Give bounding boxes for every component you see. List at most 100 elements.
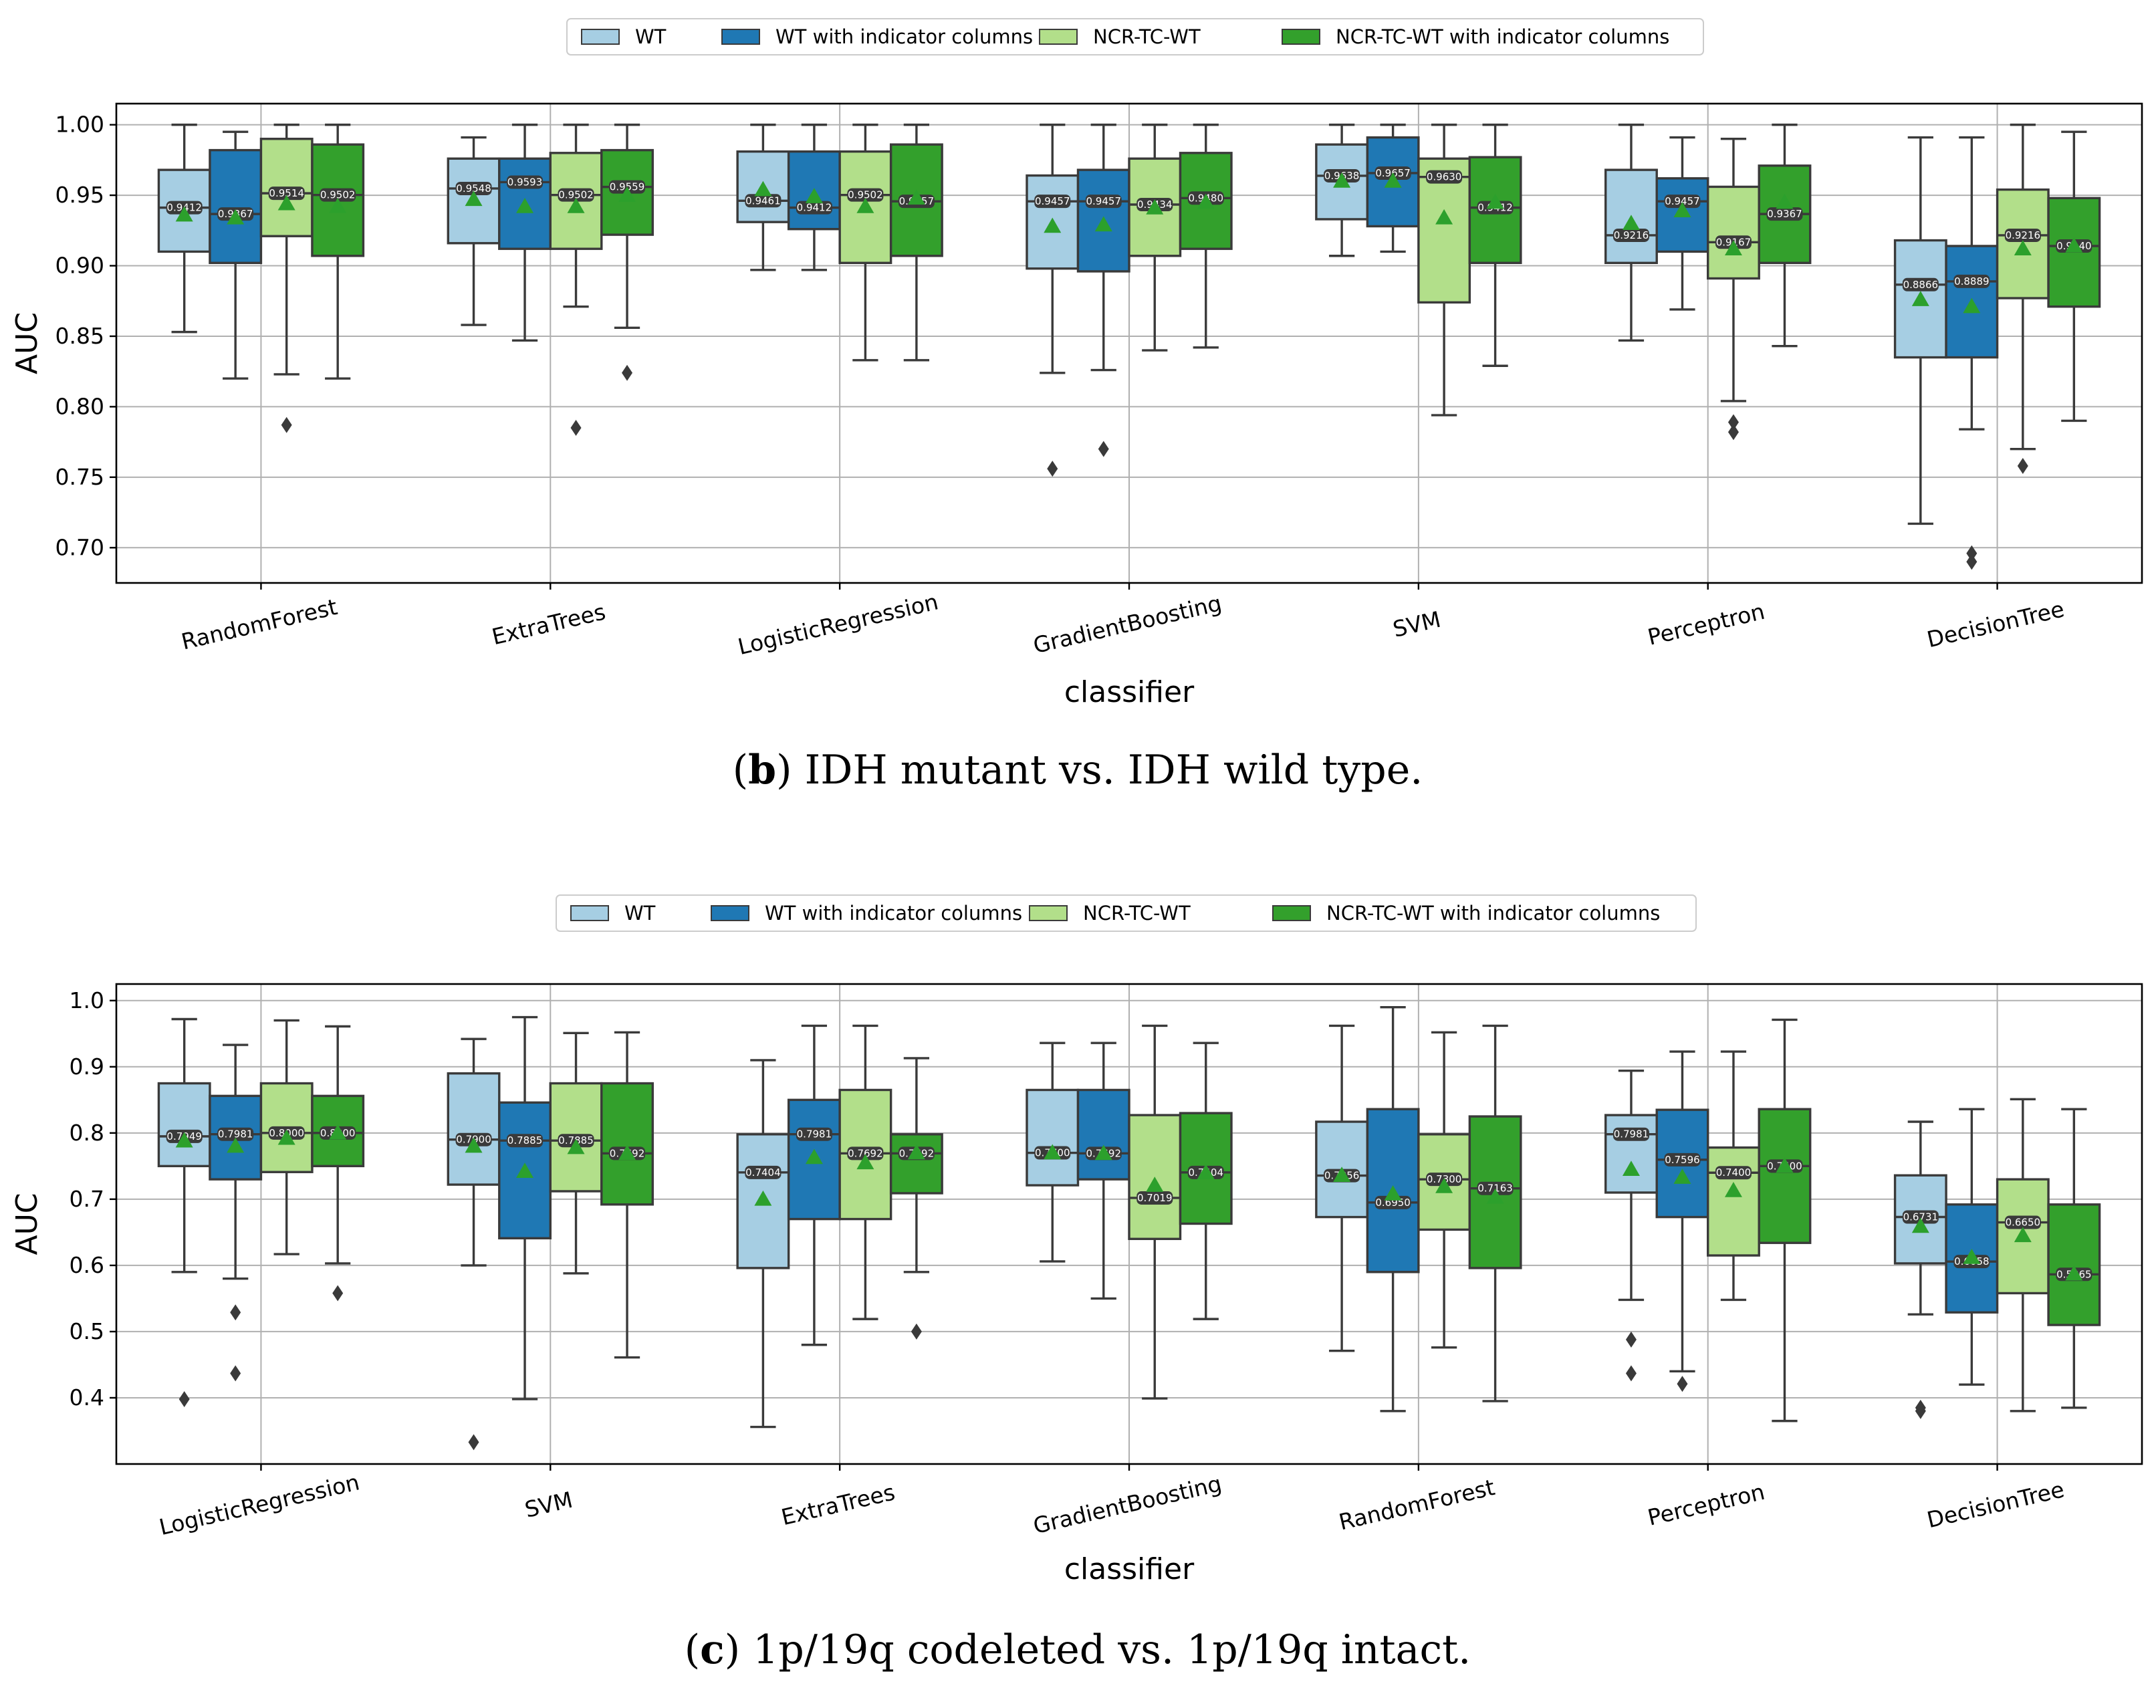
box-wt-with-indicator-columns: 0.9657 bbox=[1366, 123, 1420, 253]
median-label: 0.7885 bbox=[507, 1134, 543, 1146]
mean-marker bbox=[618, 187, 636, 202]
box-wt-with-indicator-columns: 0.8889 bbox=[1945, 136, 1999, 570]
box-iqr bbox=[600, 1082, 654, 1206]
category-group: 0.9461 0.9412 0.9502 0.9457 bbox=[736, 123, 943, 362]
legend-label: NCR-TC-WT bbox=[1083, 902, 1191, 925]
category-group: 0.77000.7692 0.7019 0.7404 bbox=[1026, 1024, 1233, 1400]
box-wt-with-indicator-columns: 0.7692 bbox=[1076, 1042, 1130, 1300]
median-label: 0.9216 bbox=[1614, 229, 1649, 241]
category-group: 0.7981 0.7596 0.7400 0.7500 bbox=[1604, 1018, 1812, 1423]
category-group: 0.9548 0.9593 0.9502 0.9559 bbox=[447, 123, 654, 437]
box-wt: 0.6731 bbox=[1893, 1120, 1947, 1419]
mean-marker bbox=[1963, 1249, 1981, 1264]
y-tick-label: 1.00 bbox=[55, 112, 104, 138]
box-wt: 0.7949 bbox=[157, 1017, 211, 1407]
outlier-point bbox=[1677, 1376, 1688, 1392]
box-wt-with-indicator-columns: 0.9412 bbox=[787, 123, 841, 271]
legend-swatch bbox=[721, 29, 760, 45]
mean-marker bbox=[1622, 215, 1640, 230]
box-ncr-tc-wt-with-indicator-columns: 0.9412 bbox=[1468, 123, 1522, 367]
legend-box bbox=[566, 18, 1704, 55]
legend-label: WT with indicator columns bbox=[775, 25, 1033, 48]
median-label: 0.7981 bbox=[797, 1128, 832, 1140]
median-label: 0.9502 bbox=[558, 189, 594, 201]
median-label: 0.9502 bbox=[320, 189, 356, 201]
mean-marker bbox=[277, 195, 295, 211]
y-tick-label: 0.8 bbox=[70, 1120, 104, 1146]
outlier-point bbox=[1727, 414, 1739, 431]
box-ncr-tc-wt-with-indicator-columns: 0.7500 bbox=[1758, 1018, 1812, 1423]
y-tick-label: 0.4 bbox=[70, 1384, 104, 1411]
y-tick-label: 0.75 bbox=[55, 464, 104, 490]
box-wt-with-indicator-columns: 0.9457 bbox=[1655, 136, 1709, 311]
mean-marker bbox=[175, 1132, 193, 1148]
median-label: 0.6650 bbox=[2006, 1217, 2041, 1229]
legend-box bbox=[556, 894, 1697, 932]
median-label-bg bbox=[847, 1146, 884, 1161]
mean-marker bbox=[1776, 1157, 1794, 1173]
box-ncr-tc-wt-with-indicator-columns: 0.7404 bbox=[1179, 1042, 1233, 1320]
category-group: 0.9216 0.9457 0.9167 0.9367 bbox=[1604, 123, 1812, 441]
mean-marker bbox=[1044, 217, 1062, 233]
y-tick-label: 0.95 bbox=[55, 182, 104, 208]
mean-marker bbox=[1486, 193, 1504, 209]
legend-swatch bbox=[1029, 905, 1068, 921]
box-iqr bbox=[157, 1082, 211, 1168]
median-label-bg bbox=[1902, 277, 1939, 291]
mean-marker bbox=[329, 1124, 347, 1140]
median-label-bg bbox=[268, 187, 305, 201]
outlier-point bbox=[230, 1365, 241, 1382]
mean-marker bbox=[2014, 1227, 2032, 1243]
legend-swatch bbox=[1282, 29, 1320, 45]
x-tick-label: SVM bbox=[1391, 606, 1443, 642]
box-ncr-tc-wt: 0.7019 bbox=[1128, 1024, 1182, 1400]
mean-marker bbox=[277, 1129, 295, 1145]
median-label-bg bbox=[1902, 1210, 1939, 1224]
category-group: 0.8866 0.8889 0.9216 0.9140 bbox=[1893, 123, 2101, 570]
x-tick-label: RandomForest bbox=[179, 594, 340, 655]
outlier-point bbox=[1727, 424, 1739, 441]
box-ncr-tc-wt-with-indicator-columns: 0.9502 bbox=[311, 123, 365, 380]
outlier-point bbox=[1098, 441, 1109, 457]
legend-label: WT with indicator columns bbox=[765, 902, 1022, 925]
box-ncr-tc-wt: 0.9514 bbox=[259, 123, 314, 433]
median-label-bg bbox=[1766, 207, 1803, 221]
median-label-bg bbox=[1034, 195, 1071, 209]
box-iqr bbox=[447, 1072, 501, 1186]
median-label-bg bbox=[1612, 228, 1649, 242]
box-wt: 0.7900 bbox=[447, 1038, 501, 1451]
outlier-point bbox=[281, 416, 292, 433]
box-ncr-tc-wt: 0.9434 bbox=[1128, 123, 1182, 352]
box-ncr-tc-wt-with-indicator-columns: 0.8000 bbox=[311, 1025, 365, 1302]
mean-marker bbox=[805, 1148, 823, 1165]
median-label: 0.7981 bbox=[1614, 1128, 1649, 1140]
median-label-bg bbox=[745, 194, 782, 208]
y-tick-label: 0.85 bbox=[55, 323, 104, 349]
box-wt: 0.7700 bbox=[1026, 1042, 1080, 1263]
box-wt: 0.7404 bbox=[736, 1059, 790, 1429]
median-label: 0.7981 bbox=[218, 1128, 253, 1140]
x-tick-label: Perceptron bbox=[1645, 598, 1767, 650]
outlier-point bbox=[1915, 1402, 1926, 1419]
mean-marker bbox=[1333, 1167, 1351, 1182]
outlier-point bbox=[1966, 545, 1978, 562]
median-label: 0.9457 bbox=[1665, 195, 1700, 207]
box-wt: 0.9412 bbox=[157, 123, 211, 334]
x-tick-label: ExtraTrees bbox=[779, 1479, 897, 1530]
legend-item: WT with indicator columns bbox=[711, 902, 1022, 925]
legend-label: NCR-TC-WT with indicator columns bbox=[1336, 25, 1669, 48]
mean-marker bbox=[1963, 297, 1981, 314]
box-iqr bbox=[1026, 1088, 1080, 1187]
outlier-point bbox=[468, 1434, 479, 1451]
outlier-point bbox=[622, 364, 633, 381]
category-group: 0.7356 0.6950 0.7300 0.7163 bbox=[1315, 1005, 1522, 1413]
median-label-bg bbox=[796, 201, 832, 215]
y-tick-label: 0.7 bbox=[70, 1186, 104, 1212]
median-label: 0.9548 bbox=[456, 182, 491, 195]
x-tick-label: LogisticRegression bbox=[156, 1469, 362, 1540]
median-label-bg bbox=[320, 188, 356, 202]
median-label-bg bbox=[796, 1127, 832, 1141]
x-axis-title: classifier bbox=[1064, 1552, 1195, 1586]
median-label-bg bbox=[1374, 1195, 1411, 1209]
